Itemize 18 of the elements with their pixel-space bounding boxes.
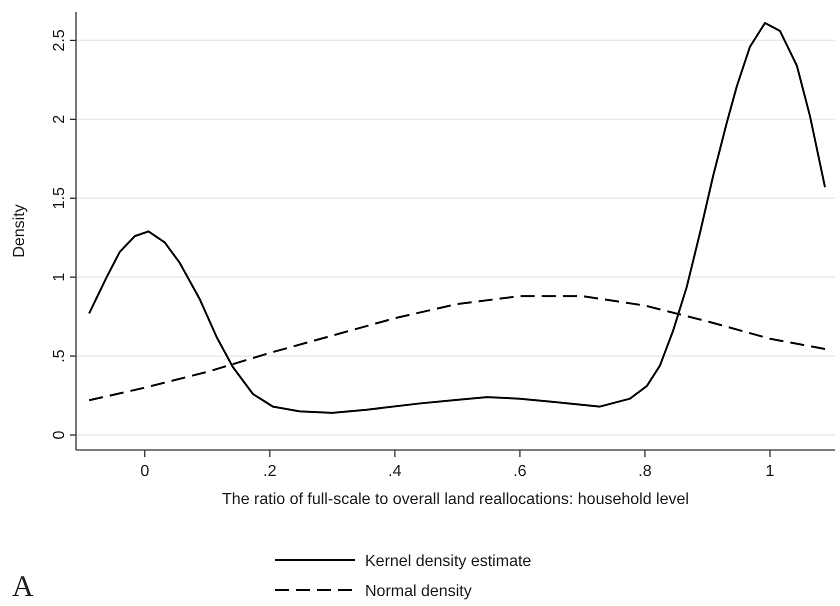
legend-label: Kernel density estimate [365,553,532,570]
y-tick-label: .5 [51,349,68,363]
x-tick-label: .2 [263,463,277,480]
y-tick-label: 2 [51,114,68,124]
y-tick-label: 1 [51,272,68,282]
y-axis-title: Density [11,204,28,258]
x-tick-label: 0 [140,463,150,480]
y-tick-label: 2.5 [51,29,68,52]
x-tick-label: .8 [638,463,652,480]
line-series [88,22,826,414]
legend-label: Normal density [365,583,472,600]
y-tick-label: 0 [51,430,68,440]
x-tick-label: .6 [513,463,527,480]
text: A [12,570,34,603]
x-tick-label: .4 [388,463,402,480]
y-tick-label: 1.5 [51,187,68,210]
x-tick-label: 1 [766,463,775,480]
x-axis-title: The ratio of full-scale to overall land reallocations: household level [222,491,689,508]
